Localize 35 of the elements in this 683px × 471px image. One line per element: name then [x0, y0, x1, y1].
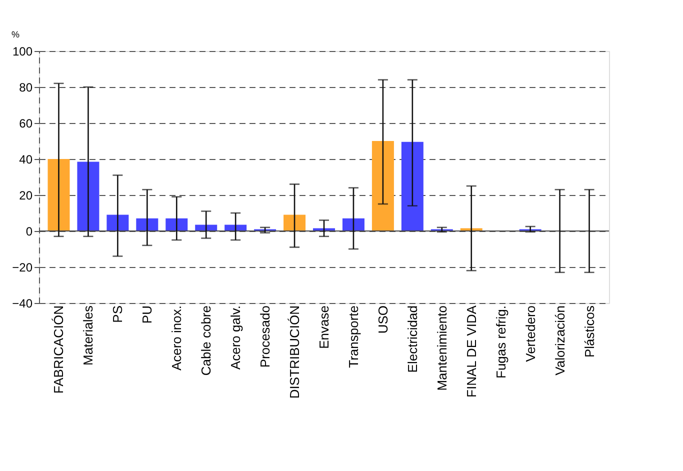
y-tick-label: −20: [12, 260, 33, 274]
x-tick-label: PS: [110, 305, 126, 323]
y-axis-title: %: [11, 30, 20, 40]
x-tick-label: Fugas refrig.: [493, 306, 508, 378]
x-tick-label: USO: [375, 306, 390, 334]
x-tick-label: Cable cobre: [198, 306, 214, 376]
bar: [48, 159, 70, 231]
x-tick-label: PU: [140, 306, 155, 324]
bar: [372, 141, 394, 231]
x-tick-label: Valorización: [552, 306, 568, 376]
x-tick-label: FINAL DE VIDA: [464, 305, 479, 398]
y-tick-label: 100: [12, 44, 33, 58]
x-tick-label: Transporte: [346, 306, 361, 368]
x-tick-label: Acero inox.: [169, 306, 184, 371]
x-tick-label: Electricidad: [404, 306, 420, 373]
y-tick-label: 80: [19, 80, 33, 94]
y-tick-label: 20: [19, 188, 33, 202]
x-tick-label: Procesado: [258, 306, 273, 368]
x-tick-label: Mantenimiento: [434, 306, 450, 391]
bar: [224, 224, 247, 231]
x-tick-label: DISTRIBUCIÓN: [287, 306, 302, 399]
x-tick-label: FABRICACIÓN: [51, 306, 66, 394]
bar: [401, 142, 424, 231]
bar: [342, 218, 364, 231]
x-tick-label: Materiales: [80, 305, 96, 366]
bar: [77, 162, 100, 231]
bar: [284, 214, 306, 231]
x-tick-label: Envase: [316, 306, 332, 349]
y-tick-label: 60: [19, 116, 33, 130]
y-tick-label: −40: [12, 296, 33, 310]
x-tick-label: Acero galv.: [228, 306, 244, 370]
x-tick-label: Vertedero: [522, 306, 538, 362]
y-tick-label: 0: [26, 224, 33, 238]
y-tick-label: 40: [19, 152, 33, 166]
x-tick-label: Plásticos: [582, 305, 597, 358]
